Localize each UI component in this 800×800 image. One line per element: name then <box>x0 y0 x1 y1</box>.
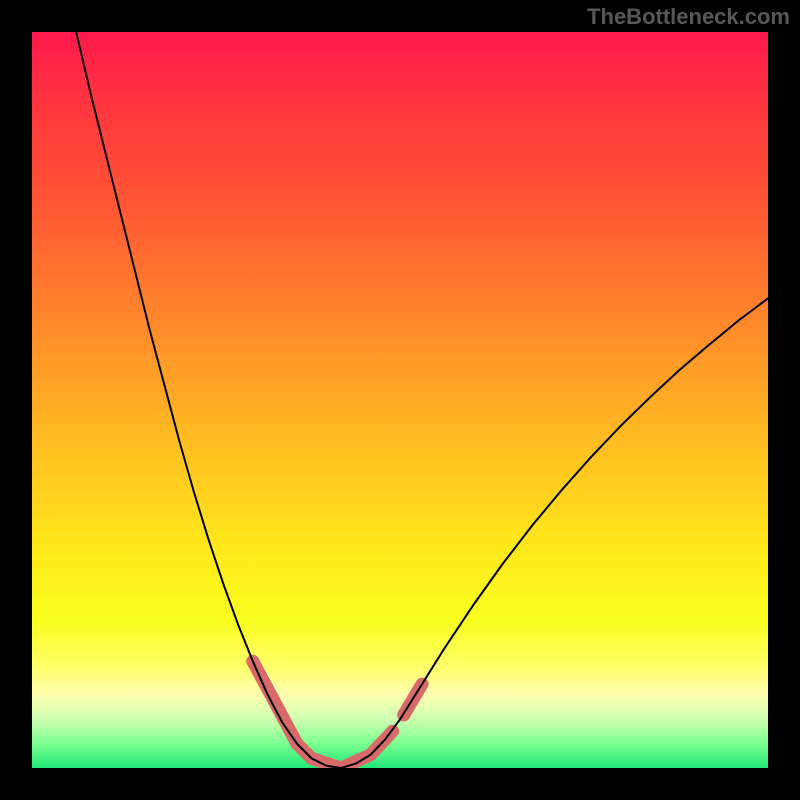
gradient-background <box>32 32 768 768</box>
chart-svg <box>32 32 768 768</box>
watermark-text: TheBottleneck.com <box>587 4 790 30</box>
chart-container: TheBottleneck.com <box>0 0 800 800</box>
plot-area <box>32 32 768 768</box>
